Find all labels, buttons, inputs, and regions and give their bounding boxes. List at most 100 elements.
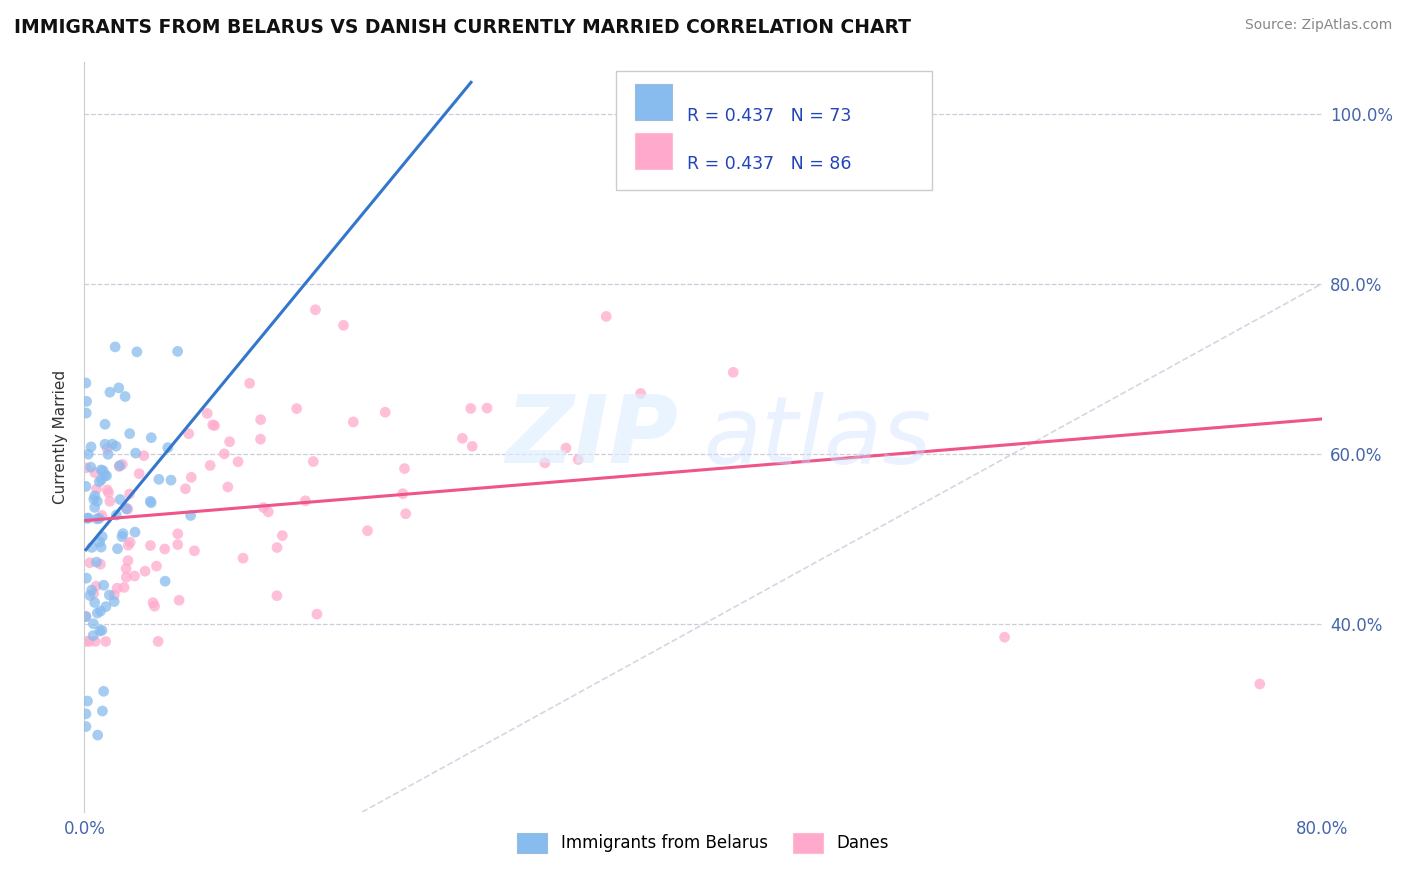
Point (86, 494, 108, 508)
Point (128, 467, 150, 481)
Point (117, 538, 139, 552)
Point (201, 417, 224, 432)
Point (98, 494, 121, 508)
Point (86, 606, 108, 620)
Point (214, 447, 236, 461)
Point (79, 556, 101, 570)
Point (117, 502, 139, 516)
Point (91, 704, 114, 718)
Point (232, 551, 254, 566)
Point (79, 634, 101, 648)
Point (76, 694, 98, 708)
Point (83, 492, 105, 507)
Point (75, 634, 97, 648)
Point (305, 607, 328, 622)
Point (217, 480, 239, 494)
Point (111, 530, 134, 544)
Point (124, 569, 146, 583)
Point (94, 599, 117, 614)
Point (356, 524, 378, 538)
Point (567, 452, 589, 467)
Point (195, 406, 218, 420)
Point (174, 482, 197, 496)
Text: atlas: atlas (703, 392, 931, 483)
Point (90, 508, 112, 523)
Point (118, 487, 141, 501)
Text: ZIP: ZIP (505, 391, 678, 483)
Point (993, 630, 1015, 644)
Point (96, 483, 118, 497)
Point (89, 535, 111, 549)
Point (534, 456, 557, 470)
Point (125, 344, 148, 359)
Point (394, 461, 416, 475)
Point (98, 385, 121, 400)
Text: R = 0.437   N = 86: R = 0.437 N = 86 (688, 155, 852, 173)
Point (108, 459, 131, 474)
FancyBboxPatch shape (616, 71, 932, 190)
Point (139, 539, 162, 553)
Point (75, 609, 97, 624)
Point (117, 554, 139, 568)
Point (90, 463, 112, 477)
Point (166, 526, 188, 541)
Point (83, 466, 105, 480)
Point (595, 310, 617, 324)
Point (395, 507, 418, 521)
Point (115, 561, 138, 575)
Point (257, 505, 280, 519)
Point (107, 381, 129, 395)
Point (108, 492, 131, 507)
Point (105, 439, 128, 453)
Point (89, 558, 111, 572)
Point (80, 583, 103, 598)
Point (249, 432, 271, 446)
Point (271, 528, 294, 542)
Point (96, 442, 118, 456)
Point (97, 485, 120, 500)
Point (93, 684, 115, 698)
Point (302, 454, 325, 468)
Point (84, 579, 107, 593)
Point (167, 593, 190, 607)
Point (101, 437, 124, 451)
Point (342, 415, 364, 429)
Point (153, 541, 176, 556)
Point (83, 595, 105, 609)
Point (75, 479, 97, 493)
Point (374, 405, 396, 419)
Point (166, 538, 188, 552)
Point (294, 493, 316, 508)
Point (218, 434, 240, 449)
Point (332, 318, 354, 333)
Point (304, 302, 326, 317)
Point (285, 401, 308, 416)
Point (166, 344, 188, 359)
Point (75, 376, 97, 390)
Bar (636, 84, 672, 120)
Point (111, 526, 134, 541)
Point (461, 439, 484, 453)
Point (89, 511, 111, 525)
Point (153, 574, 176, 589)
Point (107, 541, 129, 556)
Point (204, 418, 226, 433)
Point (115, 501, 138, 516)
Point (80, 541, 103, 555)
Point (475, 401, 498, 415)
Point (77, 447, 100, 461)
Point (90, 624, 112, 638)
Point (1249, 677, 1271, 691)
Point (141, 431, 163, 445)
Point (180, 508, 202, 523)
Point (86, 555, 108, 569)
Point (266, 541, 288, 555)
Point (89, 624, 111, 638)
Point (145, 559, 167, 574)
Point (120, 535, 142, 549)
Point (94, 468, 117, 483)
Point (86, 728, 108, 742)
Point (226, 455, 249, 469)
Point (86, 512, 108, 526)
Point (98, 588, 121, 602)
